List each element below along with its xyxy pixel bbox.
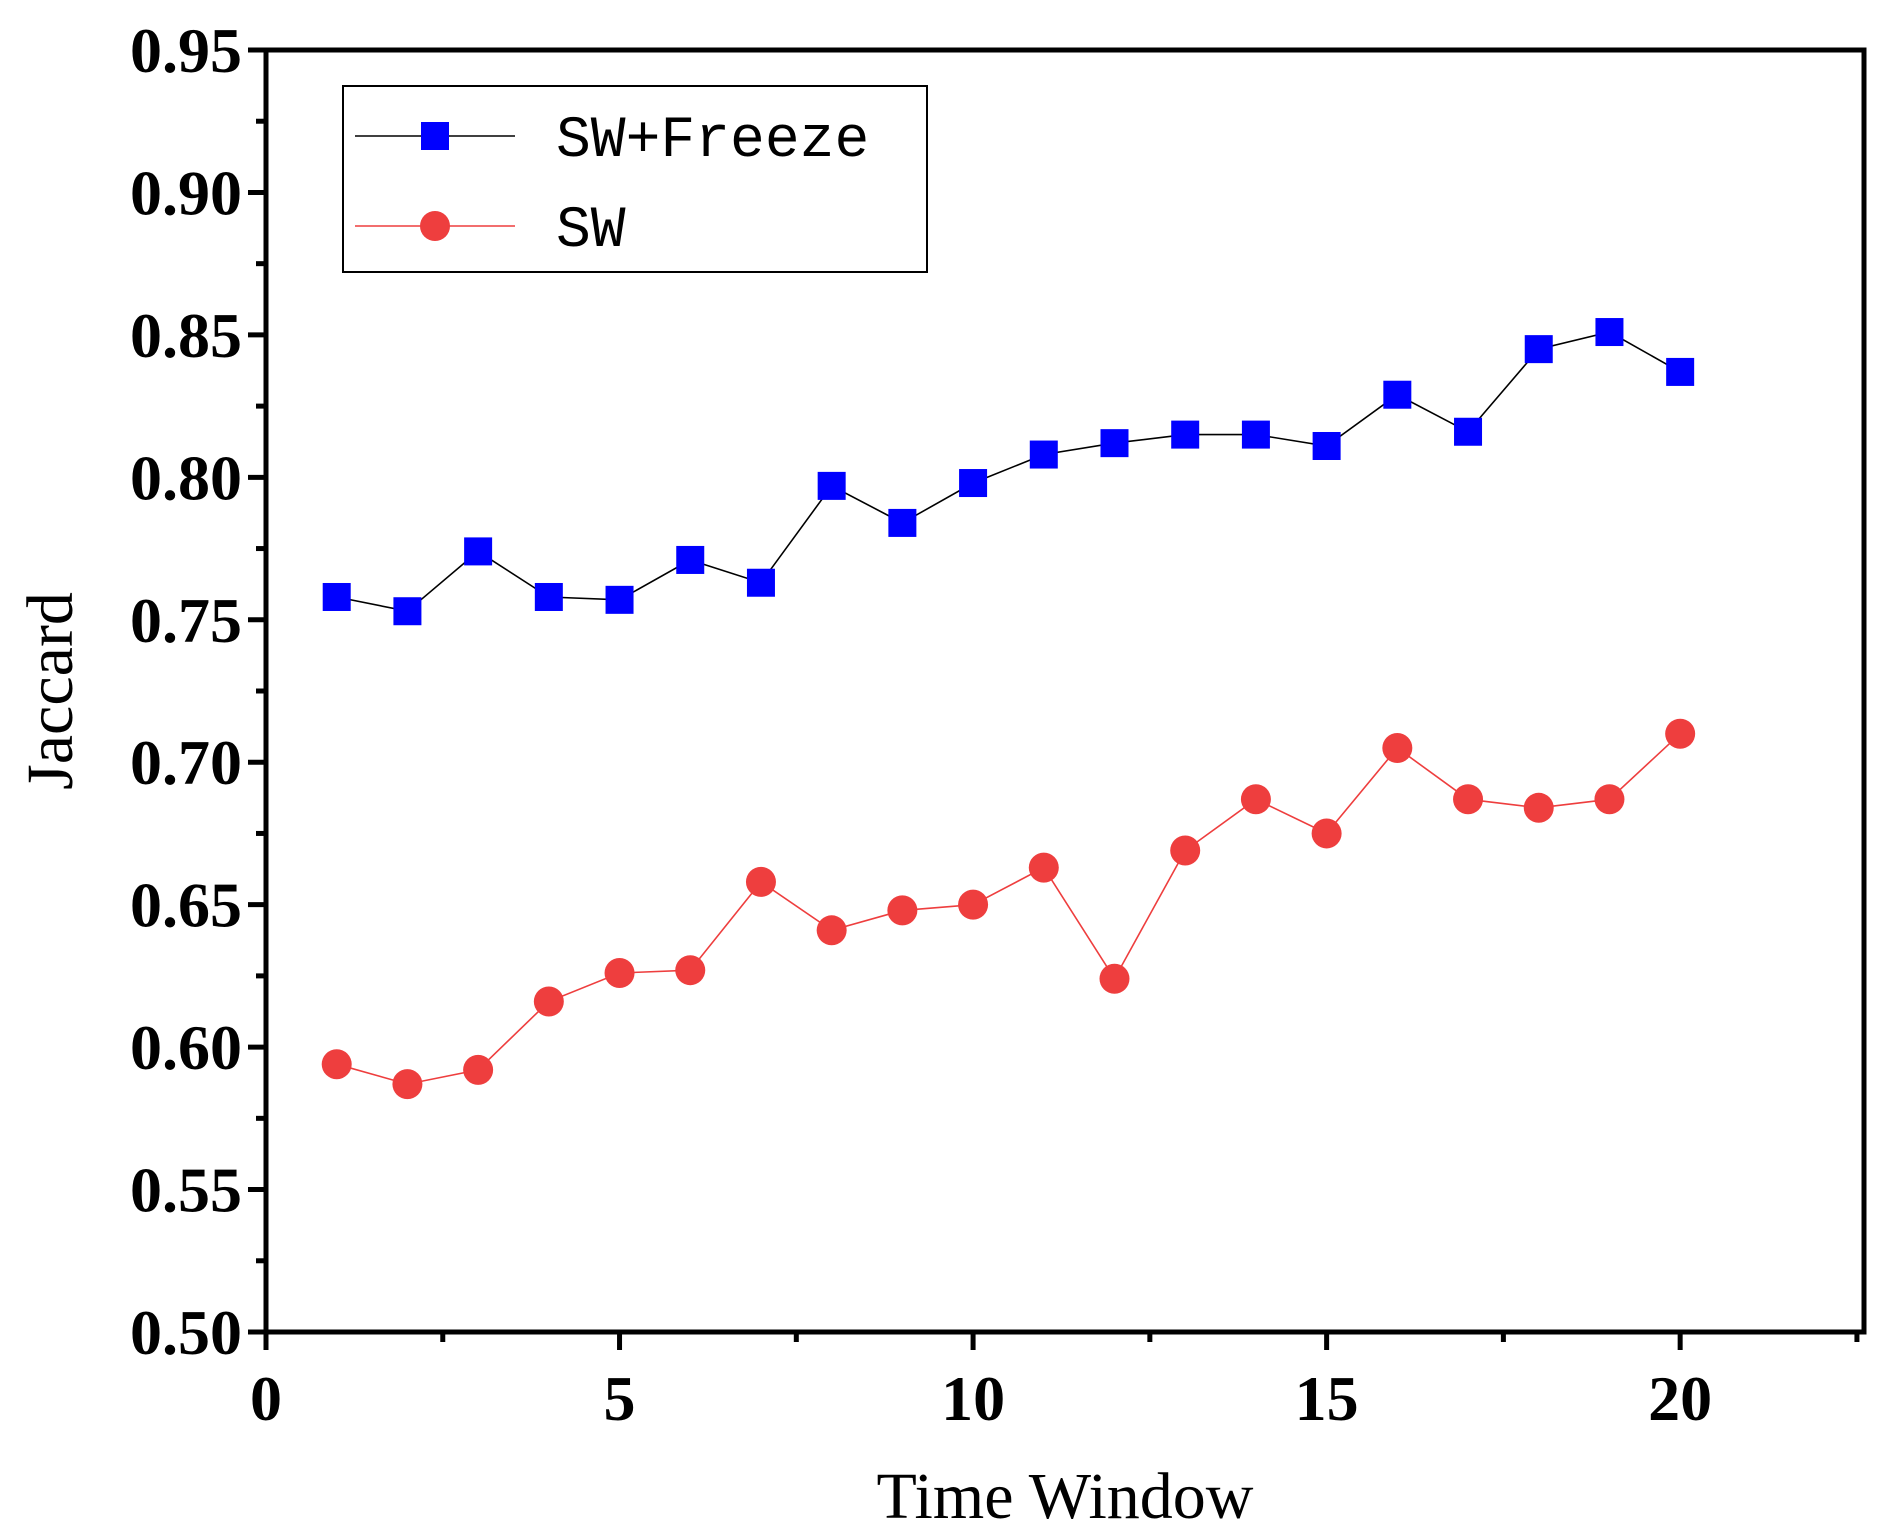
- y-tick-label: 0.85: [130, 300, 242, 371]
- x-tick-label: 20: [1648, 1363, 1712, 1434]
- y-tick-label: 0.75: [130, 585, 242, 656]
- data-point-sw-freeze: [464, 537, 493, 566]
- data-point-sw-freeze: [393, 597, 422, 626]
- data-point-sw-freeze: [676, 545, 705, 574]
- x-tick-label: 10: [941, 1363, 1005, 1434]
- data-point-sw-freeze: [817, 471, 846, 500]
- data-point-sw-freeze: [605, 585, 634, 614]
- data-point-sw: [321, 1049, 352, 1080]
- legend-marker-sw-freeze: [421, 122, 449, 150]
- y-tick-label: 0.60: [130, 1012, 242, 1083]
- y-axis-title: Jaccard: [14, 592, 87, 790]
- legend-marker-sw: [420, 211, 450, 241]
- data-point-sw-freeze: [534, 582, 563, 611]
- data-point-sw-freeze: [1524, 335, 1553, 364]
- data-point-sw-freeze: [1029, 440, 1058, 469]
- data-point-sw: [887, 895, 918, 926]
- data-point-sw-freeze: [1171, 420, 1200, 449]
- data-point-sw: [816, 915, 847, 946]
- y-tick-label: 0.80: [130, 442, 242, 513]
- data-point-sw-freeze: [322, 582, 351, 611]
- data-point-sw: [392, 1069, 423, 1100]
- data-point-sw: [745, 866, 776, 897]
- data-point-sw-freeze: [1666, 357, 1695, 386]
- y-tick-label: 0.95: [130, 15, 242, 86]
- data-point-sw: [958, 889, 989, 920]
- data-point-sw-freeze: [1241, 420, 1270, 449]
- x-tick-label: 5: [604, 1363, 636, 1434]
- x-tick-label: 0: [250, 1363, 282, 1434]
- y-tick-label: 0.70: [130, 727, 242, 798]
- x-tick-label: 15: [1295, 1363, 1359, 1434]
- data-point-sw-freeze: [1595, 318, 1624, 347]
- data-point-sw-freeze: [1454, 417, 1483, 446]
- data-point-sw: [1240, 784, 1271, 815]
- data-point-sw: [463, 1054, 494, 1085]
- data-point-sw: [1311, 818, 1342, 849]
- data-point-sw: [1523, 792, 1554, 823]
- x-axis-title: Time Window: [877, 1460, 1254, 1533]
- data-point-sw: [1665, 718, 1696, 749]
- data-point-sw: [1170, 835, 1201, 866]
- y-tick-label: 0.55: [130, 1155, 242, 1226]
- data-point-sw: [533, 986, 564, 1017]
- data-point-sw: [1099, 963, 1130, 994]
- data-point-sw-freeze: [959, 469, 988, 498]
- legend: SW+Freeze SW: [342, 85, 928, 273]
- data-point-sw-freeze: [1312, 431, 1341, 460]
- data-point-sw: [1028, 852, 1059, 883]
- data-point-sw: [675, 955, 706, 986]
- data-point-sw-freeze: [1100, 429, 1129, 458]
- data-point-sw: [1382, 732, 1413, 763]
- plot-area: [321, 318, 1696, 1100]
- legend-label: SW: [556, 199, 626, 264]
- legend-label: SW+Freeze: [556, 109, 869, 174]
- y-tick-label: 0.90: [130, 157, 242, 228]
- legend-box: [342, 85, 928, 273]
- y-tick-label: 0.65: [130, 870, 242, 941]
- y-tick-label: 0.50: [130, 1297, 242, 1368]
- data-point-sw-freeze: [1383, 380, 1412, 409]
- data-point-sw: [1453, 784, 1484, 815]
- axes: 0 5 10 15 20 0.50 0.55 0.60 0.65 0.70 0.75 0.80 0.85…: [14, 15, 1867, 1533]
- data-point-sw: [604, 958, 635, 989]
- data-point-sw-freeze: [746, 568, 775, 597]
- data-point-sw: [1594, 784, 1625, 815]
- data-point-sw-freeze: [888, 508, 917, 537]
